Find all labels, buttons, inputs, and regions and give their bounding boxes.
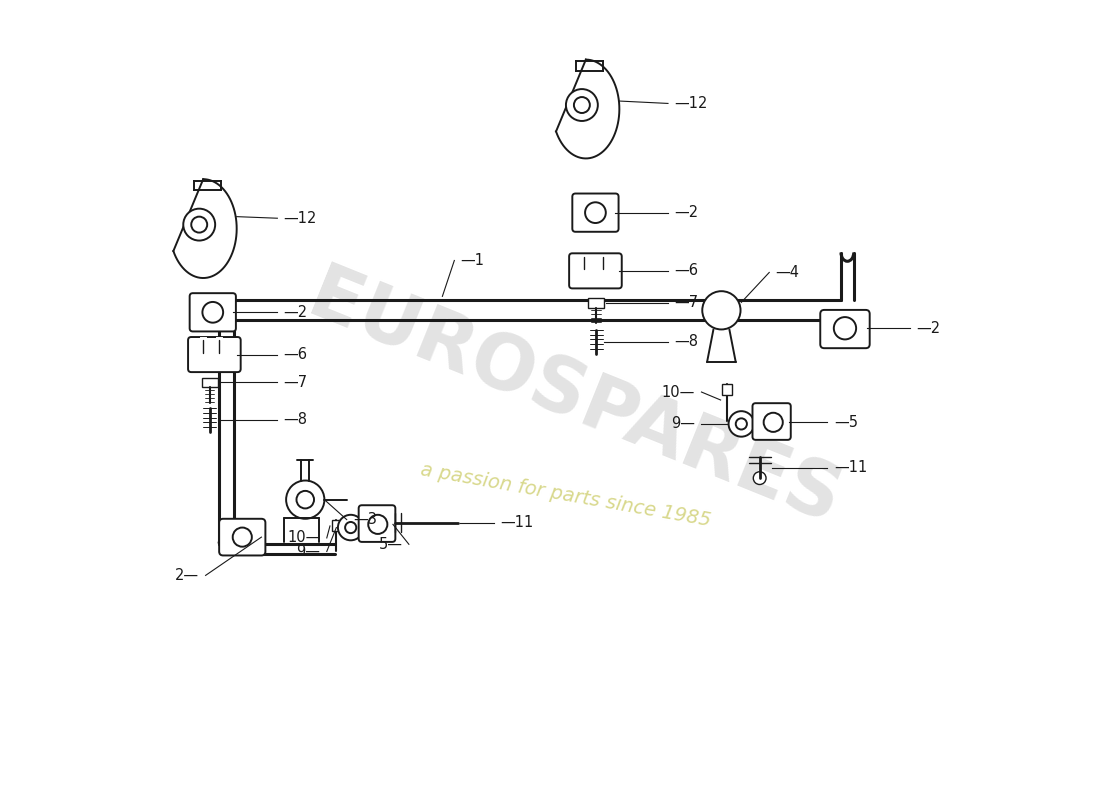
FancyBboxPatch shape bbox=[219, 518, 265, 555]
Text: —2: —2 bbox=[674, 205, 698, 220]
Text: —11: —11 bbox=[500, 515, 534, 530]
Text: —12: —12 bbox=[284, 210, 317, 226]
Text: —12: —12 bbox=[674, 96, 707, 111]
Circle shape bbox=[736, 418, 747, 430]
Text: 9—: 9— bbox=[671, 417, 695, 431]
FancyBboxPatch shape bbox=[569, 254, 622, 288]
Circle shape bbox=[574, 97, 590, 113]
Circle shape bbox=[184, 209, 216, 241]
Text: —6: —6 bbox=[674, 263, 698, 278]
Text: —2: —2 bbox=[284, 305, 308, 320]
Bar bbox=[331, 519, 341, 530]
Text: —7: —7 bbox=[284, 375, 308, 390]
Circle shape bbox=[297, 491, 313, 509]
FancyBboxPatch shape bbox=[572, 194, 618, 232]
FancyBboxPatch shape bbox=[821, 310, 870, 348]
FancyBboxPatch shape bbox=[189, 293, 235, 331]
Text: —11: —11 bbox=[834, 460, 867, 475]
FancyBboxPatch shape bbox=[359, 506, 395, 542]
Text: —7: —7 bbox=[674, 295, 698, 310]
Circle shape bbox=[338, 515, 363, 540]
Circle shape bbox=[233, 527, 252, 546]
Bar bbox=[588, 298, 604, 307]
Text: 2—: 2— bbox=[175, 568, 199, 583]
Text: —6: —6 bbox=[284, 347, 308, 362]
Text: a passion for parts since 1985: a passion for parts since 1985 bbox=[419, 461, 713, 530]
Circle shape bbox=[754, 472, 766, 485]
Circle shape bbox=[585, 202, 606, 223]
Text: —8: —8 bbox=[284, 413, 308, 427]
Text: —4: —4 bbox=[776, 265, 800, 280]
Text: EUROSPARES: EUROSPARES bbox=[297, 259, 850, 541]
Text: 10—: 10— bbox=[662, 385, 695, 399]
Text: —1: —1 bbox=[461, 253, 485, 268]
Text: 9—: 9— bbox=[296, 544, 320, 559]
Text: —8: —8 bbox=[674, 334, 698, 350]
Text: —3: —3 bbox=[353, 512, 377, 527]
Circle shape bbox=[834, 317, 856, 339]
Circle shape bbox=[286, 481, 324, 518]
Circle shape bbox=[191, 217, 207, 233]
Text: 5—: 5— bbox=[378, 537, 403, 552]
Text: 10—: 10— bbox=[287, 530, 320, 546]
Circle shape bbox=[763, 413, 783, 432]
Bar bbox=[201, 378, 218, 387]
Circle shape bbox=[565, 89, 597, 121]
Circle shape bbox=[728, 411, 755, 437]
Text: —2: —2 bbox=[916, 321, 940, 336]
FancyBboxPatch shape bbox=[188, 337, 241, 372]
Circle shape bbox=[368, 515, 387, 534]
Circle shape bbox=[202, 302, 223, 322]
Text: —5: —5 bbox=[834, 415, 858, 430]
Circle shape bbox=[702, 291, 740, 330]
Bar bbox=[723, 384, 732, 395]
Circle shape bbox=[345, 522, 356, 533]
FancyBboxPatch shape bbox=[752, 403, 791, 440]
